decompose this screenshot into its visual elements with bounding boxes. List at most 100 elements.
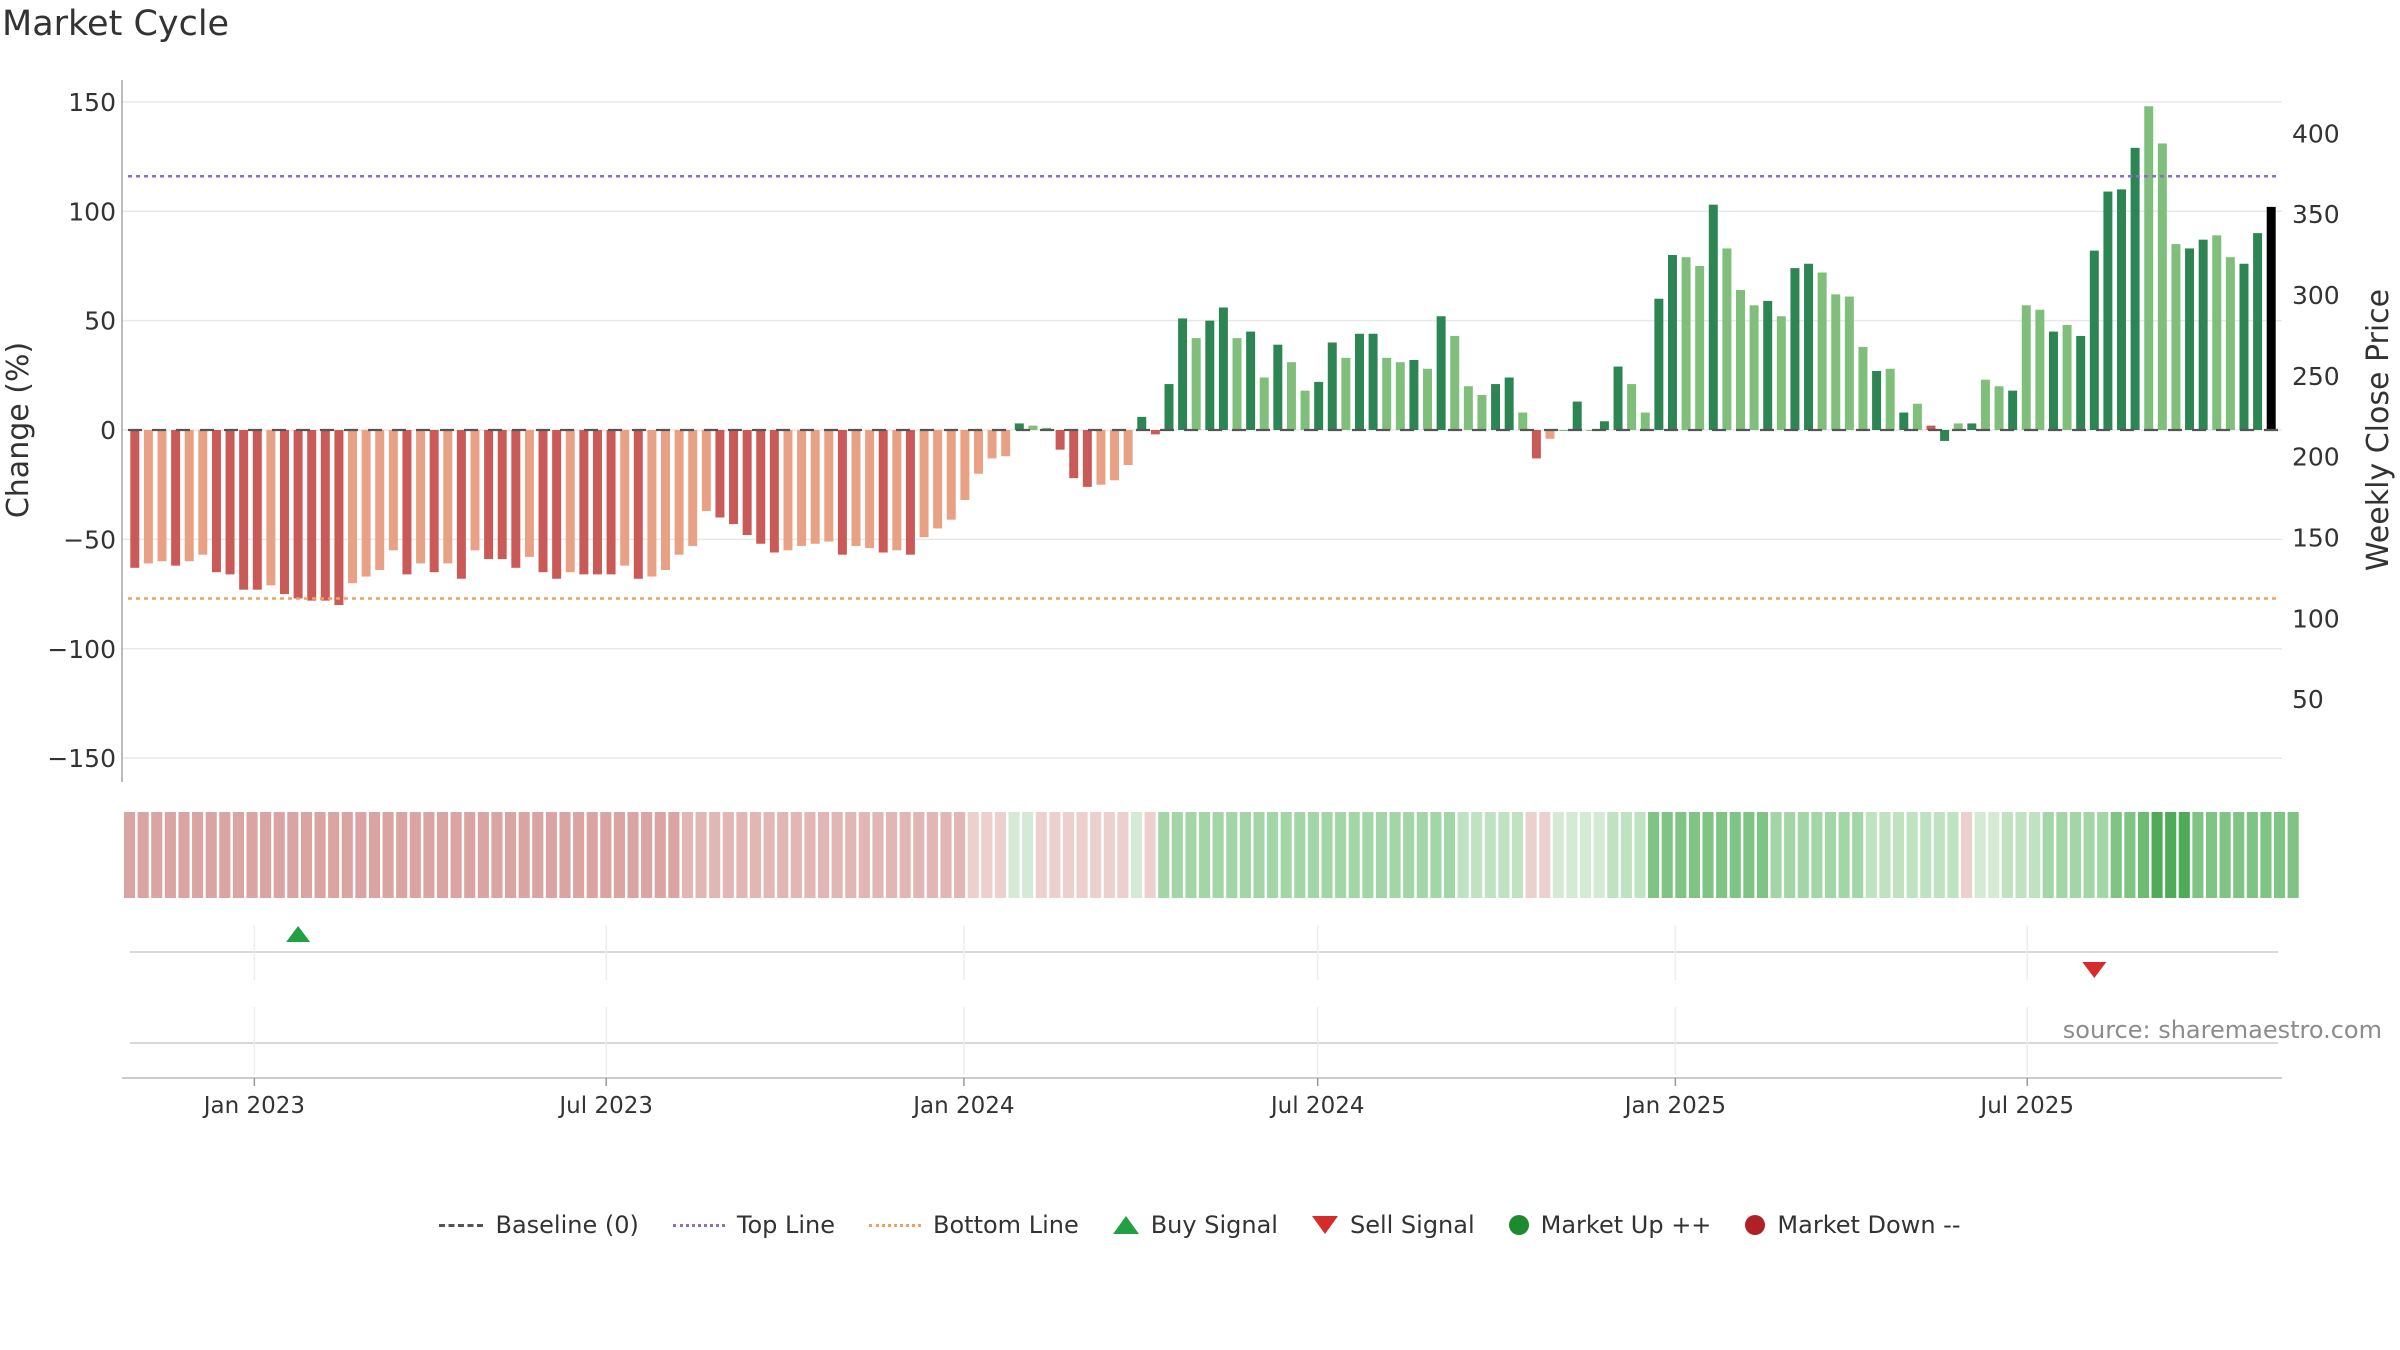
bar	[824, 430, 834, 542]
y2-tick-label: 200	[2292, 443, 2340, 472]
bar	[157, 430, 167, 562]
heat-cell	[1988, 812, 2000, 898]
bar	[1953, 423, 1963, 430]
heat-cell	[341, 812, 353, 898]
heat-cell	[1171, 812, 1183, 898]
y2-tick-label: 100	[2292, 604, 2340, 633]
bar	[1790, 268, 1800, 430]
heat-cell	[2192, 812, 2204, 898]
bar	[2239, 263, 2249, 430]
heat-cell	[409, 812, 421, 898]
bar	[2266, 206, 2276, 430]
bar	[606, 430, 616, 575]
heat-cell	[246, 812, 258, 898]
heat-cell	[1348, 812, 1360, 898]
bar	[293, 430, 303, 599]
x-tick-label: Jul 2025	[1978, 1093, 2074, 1119]
bar	[171, 430, 181, 566]
heat-cell	[1688, 812, 1700, 898]
heat-cell	[328, 812, 340, 898]
heat-cell	[1729, 812, 1741, 898]
bar	[1586, 430, 1596, 431]
heat-cell	[1253, 812, 1265, 898]
heat-cell	[1552, 812, 1564, 898]
heat-cell	[423, 812, 435, 898]
bar	[2035, 309, 2045, 430]
heat-cell	[1933, 812, 1945, 898]
bar	[334, 430, 344, 605]
heat-cell	[314, 812, 326, 898]
heat-cell	[2151, 812, 2163, 898]
bar	[2062, 325, 2072, 430]
bar	[1191, 338, 1201, 430]
heat-cell	[886, 812, 898, 898]
heat-cell	[545, 812, 557, 898]
heat-cell	[2287, 812, 2299, 898]
bar	[2157, 143, 2167, 430]
bar	[1246, 331, 1256, 430]
bar	[1844, 296, 1854, 430]
bar	[837, 430, 847, 555]
bar	[620, 430, 630, 566]
bar	[484, 430, 494, 560]
bar	[2171, 244, 2181, 430]
bar	[865, 430, 875, 549]
legend-label: Market Down --	[1777, 1211, 1961, 1239]
bar	[1545, 430, 1555, 439]
legend-label: Top Line	[736, 1211, 836, 1239]
heat-cell	[518, 812, 530, 898]
heat-cell	[1756, 812, 1769, 898]
bar	[1899, 412, 1909, 430]
bar	[1259, 377, 1269, 430]
legend-item-buy: Buy Signal	[1112, 1211, 1278, 1239]
bar	[552, 430, 562, 579]
bar	[1110, 430, 1120, 481]
bar	[198, 430, 208, 555]
bar	[388, 430, 398, 551]
heat-cell	[2219, 812, 2231, 898]
bar	[756, 430, 766, 544]
triangle-down-icon	[1311, 1216, 1338, 1234]
heat-cell	[192, 812, 204, 898]
heat-cell	[1076, 812, 1088, 898]
heat-cell	[899, 812, 911, 898]
x-tick-label: Jan 2025	[1623, 1093, 1726, 1119]
bar	[320, 430, 330, 601]
heat-cell	[2178, 812, 2190, 898]
bar	[511, 430, 521, 568]
heat-cell	[1158, 812, 1170, 898]
heat-cell	[2246, 812, 2258, 898]
heat-cell	[1498, 812, 1510, 898]
bar	[2048, 331, 2058, 430]
bar	[2185, 248, 2195, 430]
heat-cell	[1212, 812, 1224, 898]
legend-item-baseline: Baseline (0)	[439, 1211, 639, 1239]
heat-cell	[368, 812, 381, 898]
legend-label: Buy Signal	[1150, 1211, 1278, 1239]
heat-cell	[1974, 812, 1986, 898]
y2-tick-label: 400	[2292, 119, 2340, 148]
heat-cell	[1062, 812, 1075, 898]
bar	[1463, 386, 1473, 430]
heat-cell	[872, 812, 884, 898]
green-dot-icon	[1508, 1215, 1529, 1235]
bar	[647, 430, 657, 577]
heat-cell	[1226, 812, 1238, 898]
bar	[266, 430, 276, 586]
heat-cell	[586, 812, 598, 898]
heat-cell	[627, 812, 639, 898]
y2-tick-label: 150	[2292, 524, 2340, 553]
heat-cell	[1321, 812, 1333, 898]
bar	[1354, 333, 1364, 430]
bar	[1980, 379, 1990, 430]
bar	[1804, 263, 1814, 430]
heat-cell	[1879, 812, 1891, 898]
heat-cell	[641, 812, 653, 898]
bar	[497, 430, 507, 560]
heat-cell	[1634, 812, 1646, 898]
bar	[1137, 416, 1147, 430]
legend-label: Sell Signal	[1349, 1211, 1475, 1239]
y-tick-label: −50	[63, 525, 116, 554]
heat-cell	[2274, 812, 2286, 898]
bar	[1559, 430, 1569, 431]
